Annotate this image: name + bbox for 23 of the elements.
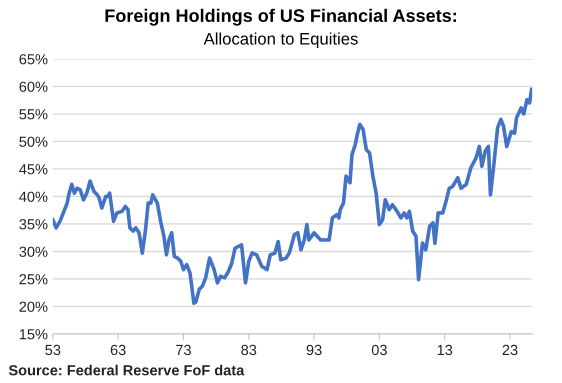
y-tick-label: 65%	[20, 54, 48, 64]
y-tick-label: 20%	[20, 302, 48, 312]
x-tick-label: 03	[372, 344, 387, 356]
y-tick-label: 55%	[19, 109, 48, 120]
chart-subtitle: Allocation to Equities	[204, 32, 358, 48]
y-tick-label: 50%	[19, 136, 48, 147]
x-tick-label: 93	[306, 344, 322, 356]
y-tick-label: 25%	[20, 274, 48, 284]
y-tick-label: 60%	[20, 82, 48, 92]
y-tick-label: 35%	[19, 219, 48, 230]
y-tick-label: 45%	[19, 164, 48, 174]
y-tick-label: 40%	[19, 192, 48, 202]
x-tick-label: 53	[45, 344, 60, 356]
chart-title: Foreign Holdings of US Financial Assets:	[105, 8, 456, 26]
source-note: Source: Federal Reserve FoF data	[8, 364, 244, 376]
x-tick-label: 73	[176, 344, 191, 356]
x-tick-label: 83	[241, 344, 256, 356]
y-tick-label: 15%	[20, 329, 48, 340]
x-tick-label: 63	[110, 344, 126, 356]
line-series	[52, 87, 532, 305]
x-tick-label: 13	[438, 344, 452, 356]
y-tick-label: 30%	[19, 246, 48, 257]
x-tick-label: 23	[502, 344, 518, 356]
